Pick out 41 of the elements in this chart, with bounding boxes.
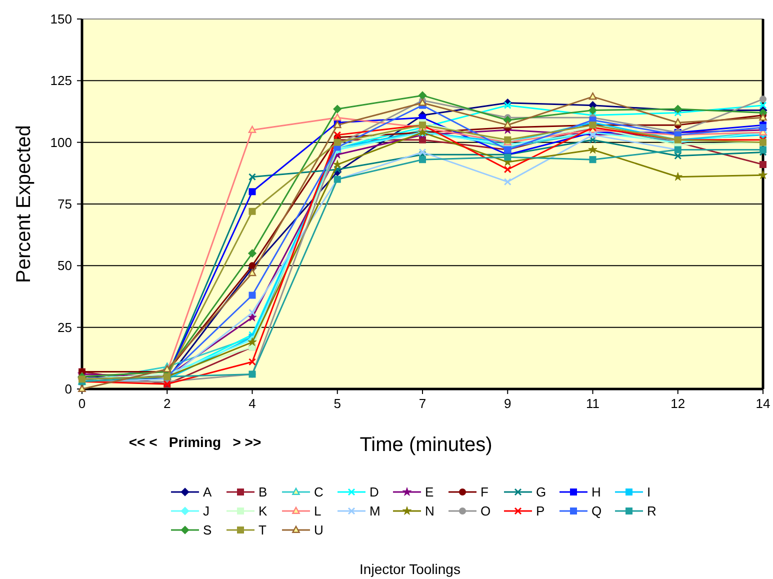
x-tick-label: 7 xyxy=(418,396,426,411)
y-tick-label: 50 xyxy=(58,258,72,274)
x-tick-label: 11 xyxy=(586,396,600,411)
x-tick-label: 12 xyxy=(670,396,686,411)
x-tick-label: 9 xyxy=(504,396,512,411)
legend-label: D xyxy=(370,484,379,500)
legend-label: F xyxy=(480,484,488,500)
x-tick-label: 2 xyxy=(164,396,171,411)
y-tick-label: 125 xyxy=(50,73,72,88)
x-tick-label: 5 xyxy=(334,396,341,411)
x-tick-label: 4 xyxy=(248,396,256,411)
legend-label: Q xyxy=(592,504,602,519)
y-axis-title: Percent Expected xyxy=(13,125,35,283)
y-tick-label: 100 xyxy=(50,134,72,150)
legend-label: G xyxy=(536,484,546,500)
legend-label: B xyxy=(258,484,268,500)
y-tick-label: 150 xyxy=(50,12,72,27)
x-tick-label: 14 xyxy=(756,396,770,411)
legend-label: T xyxy=(258,522,266,538)
legend-label: O xyxy=(480,504,491,519)
text: << < Priming > >> xyxy=(128,434,262,450)
x-axis-title: Time (minutes) xyxy=(360,434,492,456)
legend-label: E xyxy=(425,484,434,500)
legend-label: R xyxy=(647,504,656,519)
y-tick-label: 25 xyxy=(58,320,72,335)
legend-label: M xyxy=(370,504,380,519)
legend-label: H xyxy=(592,484,601,500)
legend-label: U xyxy=(314,522,324,538)
legend-label: L xyxy=(314,504,322,519)
legend-label: N xyxy=(425,504,434,519)
y-tick-label: 75 xyxy=(58,196,72,212)
legend-label: A xyxy=(203,484,212,500)
x-tick-label: 0 xyxy=(78,396,86,411)
legend-label: J xyxy=(203,504,210,519)
legend-label: I xyxy=(647,484,651,500)
legend-label: C xyxy=(314,484,324,500)
legend-label: K xyxy=(258,504,268,519)
legend-title: Injector Toolings xyxy=(360,561,460,577)
y-tick-label: 0 xyxy=(64,382,72,397)
legend-label: S xyxy=(203,522,212,538)
legend-label: P xyxy=(536,504,545,519)
